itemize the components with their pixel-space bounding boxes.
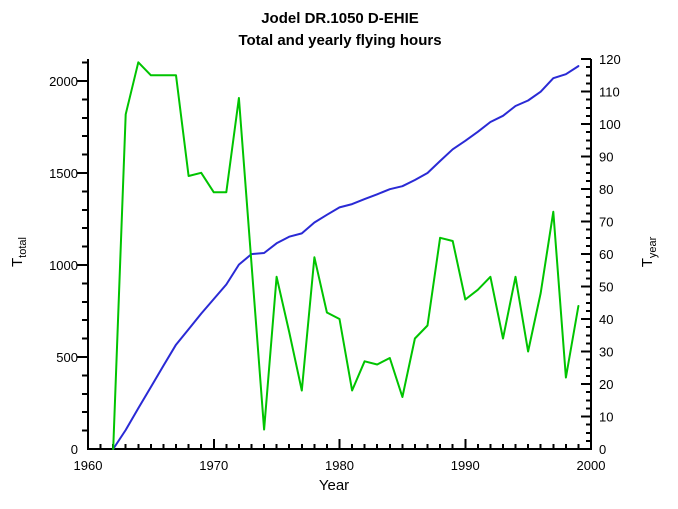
y-left-tick-label: 1500 — [49, 166, 78, 181]
axis-tick-labels: 1960 1970 1980 1990 200005001000150020000102… — [49, 52, 621, 473]
y-right-tick-label: 120 — [599, 52, 621, 67]
x-tick-label: 1970 — [199, 458, 228, 473]
t-total-line — [112, 65, 580, 450]
y-right-tick-label: 50 — [599, 280, 613, 295]
right-y-axis-title: Tyear — [639, 236, 659, 267]
y-right-tick-label: 10 — [599, 410, 613, 425]
x-tick-label: 1960 — [74, 458, 103, 473]
chart-title: Jodel DR.1050 D-EHIE — [261, 10, 419, 27]
y-right-tick-label: 90 — [599, 150, 613, 165]
y-right-tick-label: 0 — [599, 442, 606, 457]
x-tick-label: 1990 — [451, 458, 480, 473]
left-y-axis-title-sub: total — [17, 237, 29, 258]
right-y-axis-title-main: T — [639, 258, 656, 267]
y-left-tick-label: 2000 — [49, 74, 78, 89]
x-tick-label: 2000 — [577, 458, 606, 473]
y-right-tick-label: 60 — [599, 247, 613, 262]
t-year-line — [112, 61, 580, 450]
y-right-tick-label: 20 — [599, 377, 613, 392]
y-right-tick-label: 70 — [599, 215, 613, 230]
y-right-tick-label: 80 — [599, 182, 613, 197]
left-y-axis-title-main: T — [9, 258, 26, 267]
x-tick-label: 1980 — [325, 458, 354, 473]
y-right-tick-label: 40 — [599, 312, 613, 327]
y-right-tick-label: 30 — [599, 345, 613, 360]
y-right-tick-label: 100 — [599, 117, 621, 132]
data-series — [112, 61, 580, 450]
right-y-axis-title-sub: year — [647, 236, 659, 258]
y-left-tick-label: 500 — [56, 350, 78, 365]
axis-ticks — [77, 58, 591, 449]
left-y-axis-title: Ttotal — [9, 237, 29, 267]
y-left-tick-label: 1000 — [49, 258, 78, 273]
chart-subtitle: Total and yearly flying hours — [238, 32, 441, 49]
chart-titles: Jodel DR.1050 D-EHIE Total and yearly fl… — [238, 10, 441, 49]
axis-lines — [87, 59, 592, 450]
y-left-tick-label: 0 — [71, 442, 78, 457]
x-axis-title: Year — [319, 477, 349, 494]
y-right-tick-label: 110 — [599, 85, 620, 100]
